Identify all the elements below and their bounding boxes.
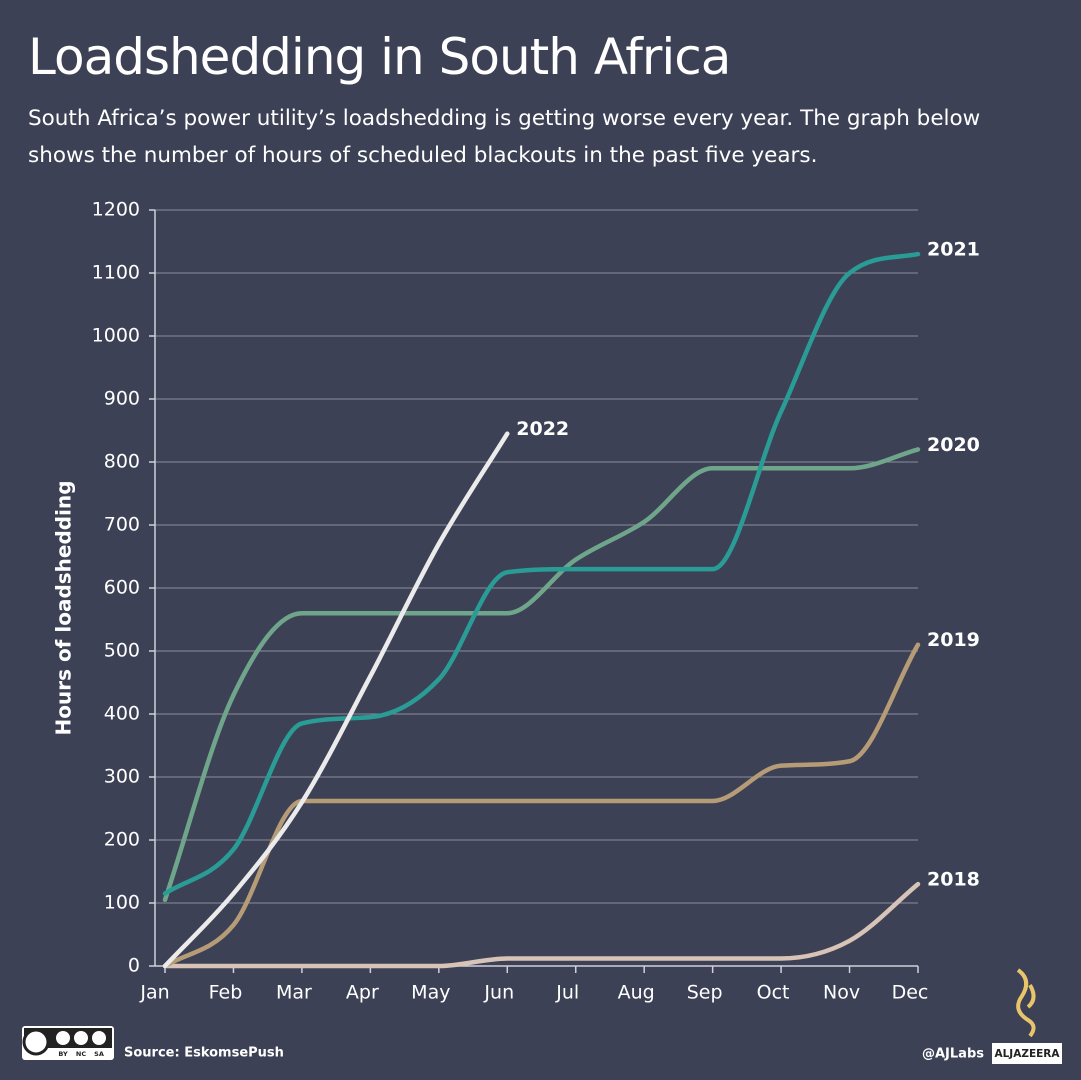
series-line (162, 251, 921, 896)
y-tick-label: 100 (104, 892, 140, 914)
y-tick-label: 300 (104, 766, 140, 788)
x-tick-label: Jan (139, 982, 169, 1004)
x-tick-label: Mar (276, 982, 312, 1004)
y-tick-label: 1200 (92, 199, 140, 221)
license-label: NC (76, 1050, 86, 1058)
x-tick-label: May (411, 982, 450, 1004)
series-label: 2020 (927, 434, 980, 456)
series-label: 2019 (927, 629, 980, 651)
sa-icon (90, 1029, 108, 1047)
y-tick-label: 500 (104, 640, 140, 662)
y-tick-label: 700 (104, 514, 140, 536)
logo-mark (1016, 968, 1036, 1038)
series-line (162, 431, 510, 969)
source: Source: EskomsePush (124, 1046, 284, 1061)
chart-title: Loadshedding in South Africa (28, 28, 731, 86)
series-line (162, 447, 921, 903)
y-tick-label: 0 (128, 955, 140, 977)
y-tick-label: 1100 (92, 262, 140, 284)
license-label: SA (94, 1050, 104, 1058)
series-line (162, 881, 921, 969)
y-tick-label: 900 (104, 388, 140, 410)
cc-circle (22, 1028, 50, 1056)
x-tick-label: Jun (483, 982, 514, 1004)
by-icon (54, 1029, 72, 1047)
cc-badge (22, 1026, 114, 1060)
series-label: 2022 (516, 418, 569, 440)
x-tick-label: Aug (618, 982, 655, 1004)
x-tick-label: Dec (892, 982, 929, 1004)
x-tick-label: Oct (757, 982, 790, 1004)
license-label: BY (58, 1050, 68, 1058)
y-tick-label: 400 (104, 703, 140, 725)
y-tick-label: 600 (104, 577, 140, 599)
logo-text: ALJAZEERA (994, 1048, 1060, 1060)
series-line (162, 642, 921, 969)
logo-box (992, 1043, 1062, 1064)
x-tick-label: Sep (687, 982, 723, 1004)
y-tick-label: 200 (104, 829, 140, 851)
x-tick-label: Feb (209, 982, 243, 1004)
y-tick-label: 800 (104, 451, 140, 473)
y-axis-label: Hours of loadshedding (52, 480, 76, 735)
x-tick-label: Apr (346, 982, 379, 1004)
x-tick-label: Nov (823, 982, 860, 1004)
x-tick-label: Jul (555, 982, 579, 1004)
series-label: 2018 (927, 869, 980, 891)
chart-subtitle: South Africa’s power utility’s loadshedd… (28, 106, 981, 168)
credit: @AJLabs (922, 1047, 984, 1062)
series-label: 2021 (927, 239, 980, 261)
y-tick-label: 1000 (92, 325, 140, 347)
nc-icon (72, 1029, 90, 1047)
